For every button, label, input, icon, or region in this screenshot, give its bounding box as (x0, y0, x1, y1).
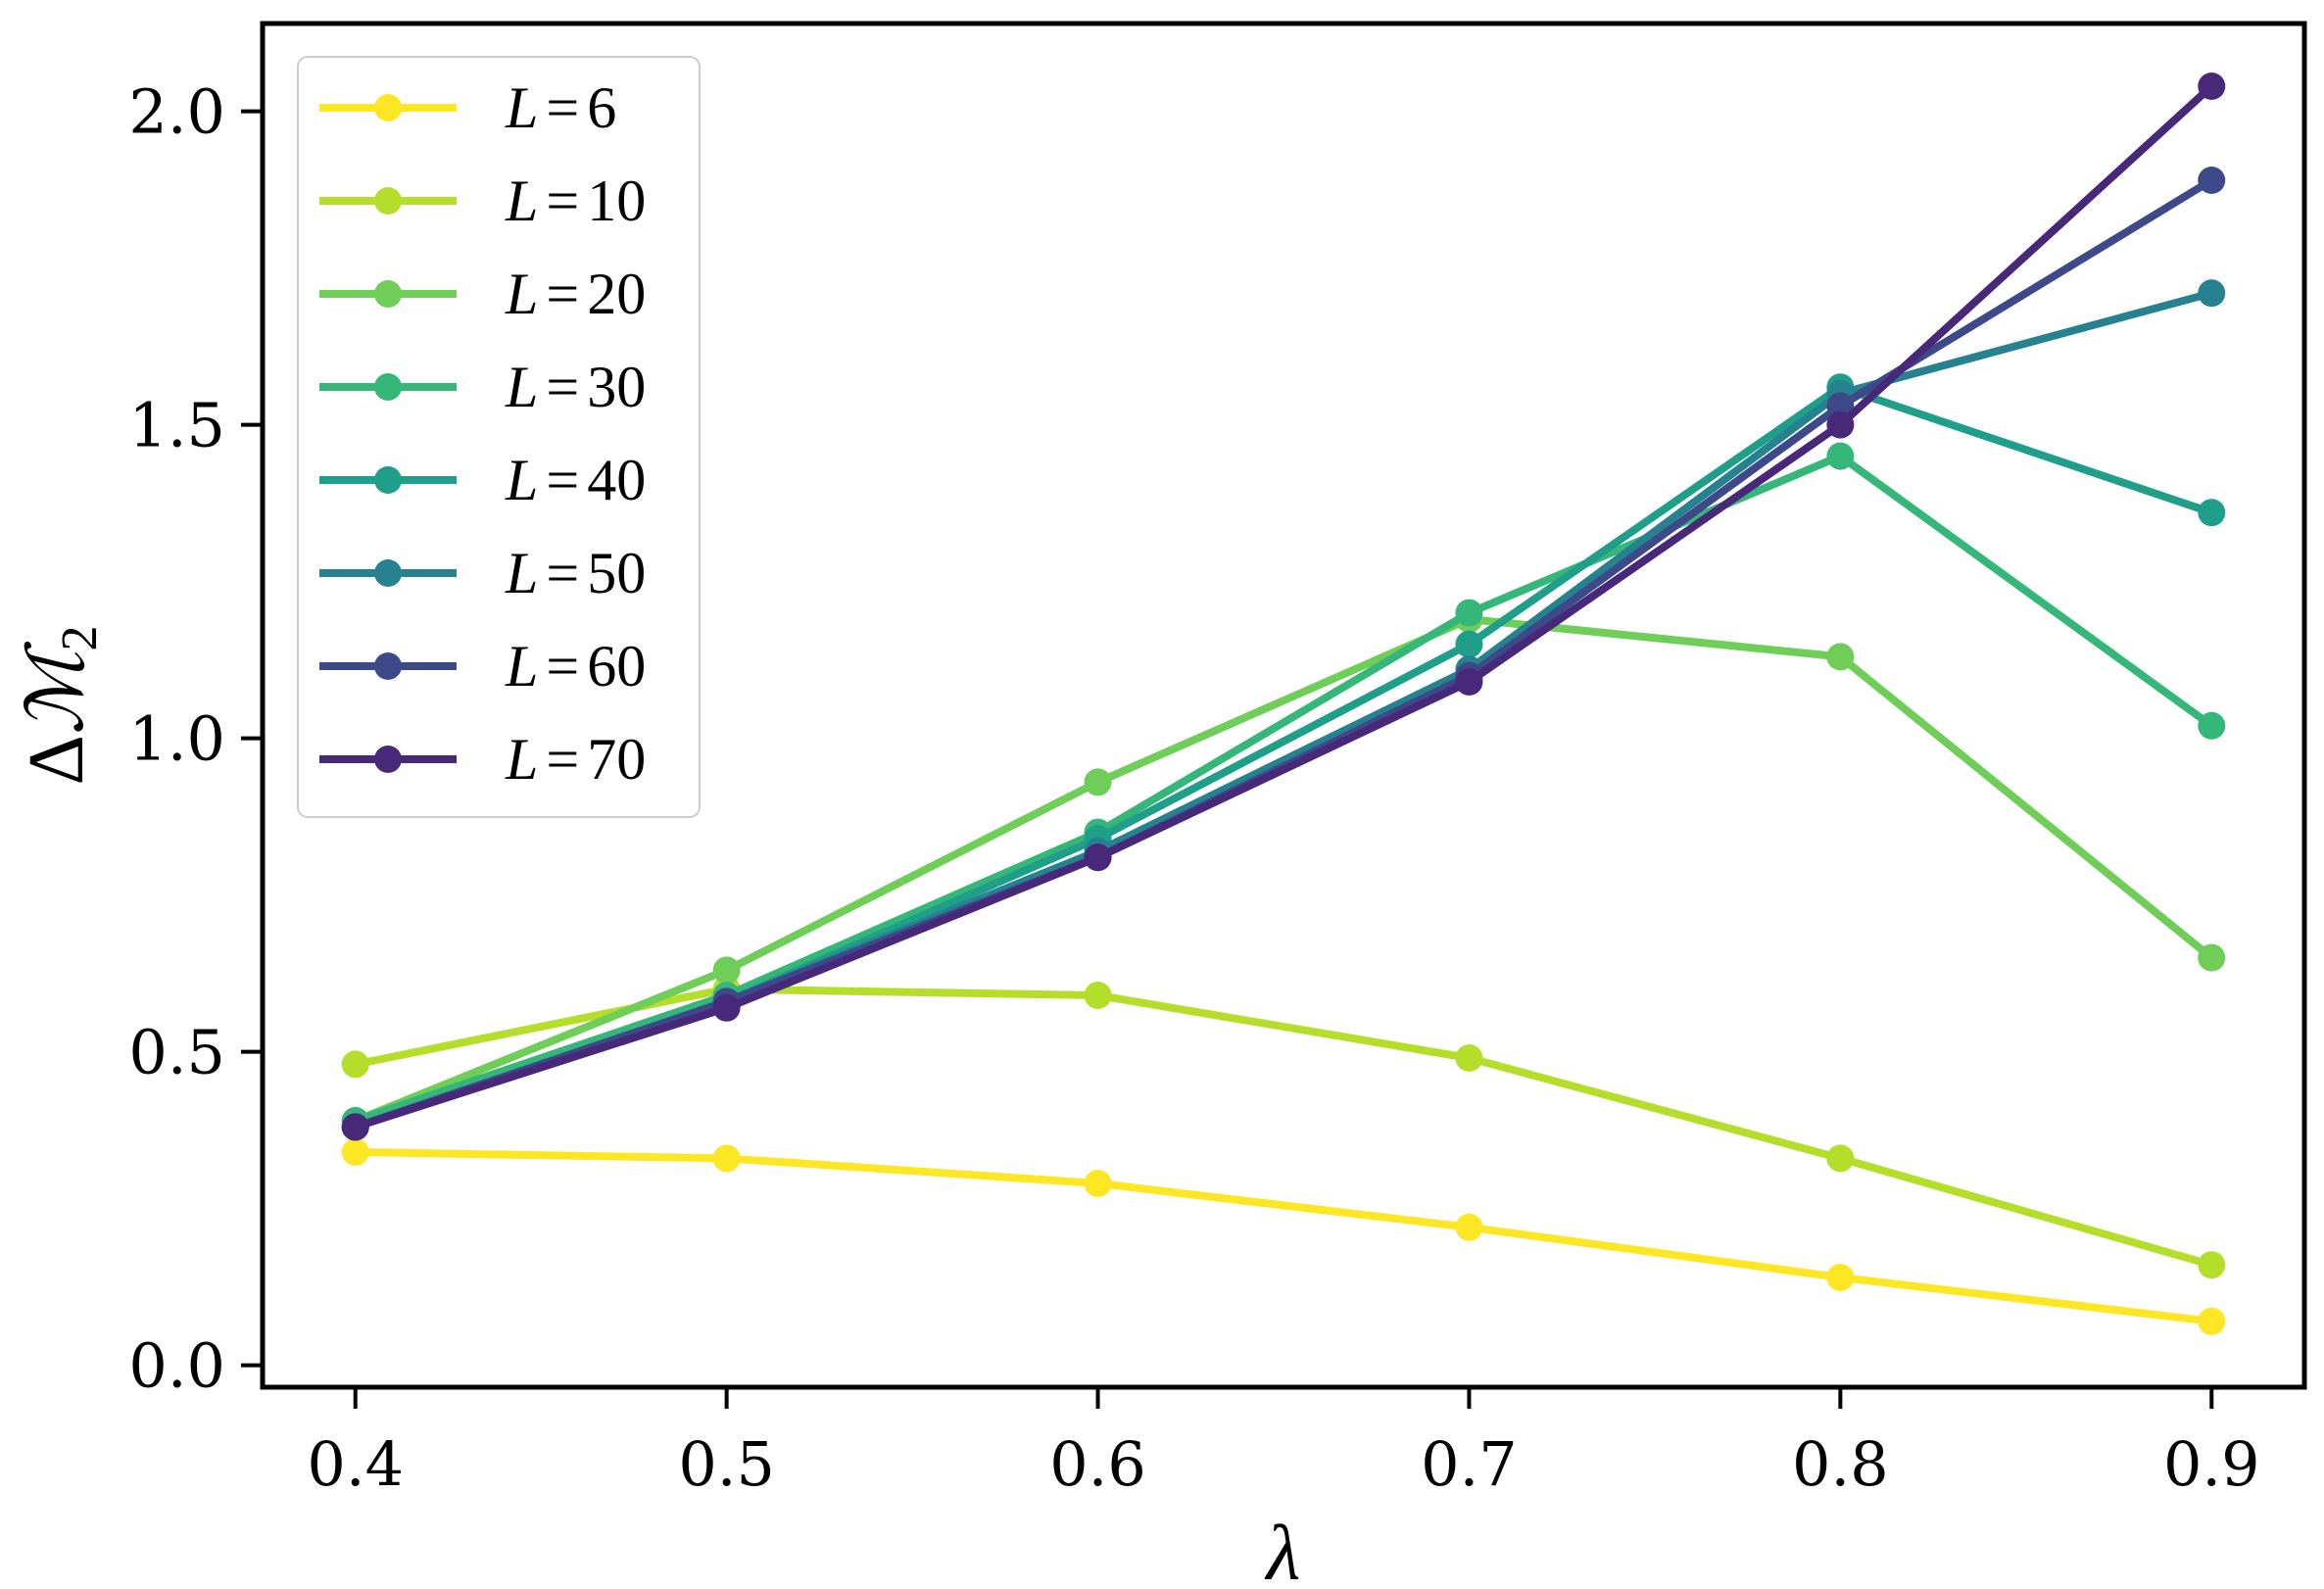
series-L-6 (341, 1138, 2226, 1335)
series-L-70 (341, 72, 2226, 1141)
legend-marker (374, 466, 402, 494)
y-tick-label: 0.5 (128, 1017, 225, 1088)
y-axis-label: Δℳ2 (14, 626, 108, 786)
series-line (351, 615, 2216, 1125)
x-tick-label: 0.6 (1049, 1428, 1146, 1500)
x-axis: 0.4 0.5 0.6 0.7 0.8 0.9 (307, 1387, 2260, 1500)
legend-entry-L-20: L = 20 (319, 262, 646, 326)
legend-entry-L-6: L = 6 (319, 75, 616, 140)
data-point (2198, 1251, 2226, 1279)
data-point (2198, 499, 2226, 527)
legend-label: L = 30 (505, 355, 646, 419)
y-axis-label-delta: Δ (14, 735, 100, 785)
legend-entry-L-70: L = 70 (319, 727, 646, 792)
legend-marker (374, 94, 402, 121)
data-point (1084, 1170, 1112, 1197)
legend-entry-L-10: L = 10 (319, 169, 646, 233)
legend-marker (374, 746, 402, 773)
x-tick-label: 0.8 (1792, 1428, 1889, 1500)
legend-entry-L-50: L = 50 (319, 541, 646, 605)
y-axis-label-subscript: 2 (52, 626, 108, 651)
data-point (2198, 943, 2226, 972)
series-line (351, 985, 2216, 1270)
data-point (341, 1113, 369, 1141)
data-point (1455, 1044, 1483, 1072)
data-point (1826, 1264, 1855, 1291)
legend: L = 6 L = 10 L = 20 L = 30 L = 40 L = 50 L = 60 L = 70 (297, 56, 701, 818)
legend-label: L = 6 (505, 75, 616, 140)
y-axis: 0.0 0.5 1.0 1.5 2.0 (128, 76, 263, 1402)
data-point (2198, 72, 2226, 100)
series-layer (341, 72, 2226, 1335)
legend-label: L = 20 (505, 262, 646, 326)
y-tick-label: 0.0 (128, 1330, 225, 1402)
data-point (1826, 1144, 1855, 1173)
x-tick-label: 0.5 (678, 1428, 775, 1500)
data-point (2198, 167, 2226, 194)
legend-label: L = 50 (505, 541, 646, 605)
legend-marker (374, 280, 402, 308)
data-point (1455, 630, 1483, 658)
x-tick-label: 0.7 (1421, 1428, 1518, 1500)
x-axis-label: λ (1265, 1511, 1301, 1589)
data-point (1826, 442, 1855, 470)
plot-frame (260, 21, 2307, 1390)
data-point (1455, 1213, 1483, 1241)
x-tick-label: 0.9 (2163, 1428, 2260, 1500)
legend-label: L = 10 (505, 169, 646, 233)
series-line (351, 1148, 2216, 1325)
legend-entry-L-40: L = 40 (319, 448, 646, 512)
svg-text:Δℳ2: Δℳ2 (14, 626, 108, 786)
data-point (2198, 1307, 2226, 1335)
legend-marker (374, 187, 402, 215)
legend-marker (374, 559, 402, 587)
data-point (2198, 711, 2226, 740)
legend-label: L = 60 (505, 634, 646, 698)
data-point (341, 1050, 369, 1079)
legend-entry-L-60: L = 60 (319, 634, 646, 698)
x-tick-label: 0.4 (307, 1428, 404, 1500)
data-point (712, 1144, 741, 1173)
data-point (1826, 410, 1855, 439)
data-point (2198, 279, 2226, 308)
legend-label: L = 70 (505, 727, 646, 792)
legend-marker (374, 373, 402, 401)
y-tick-label: 1.0 (128, 703, 225, 775)
series-line (351, 452, 2216, 1125)
y-tick-label: 1.5 (128, 390, 225, 461)
data-point (712, 993, 741, 1022)
legend-marker (374, 652, 402, 680)
data-point (1084, 843, 1112, 872)
y-tick-label: 2.0 (128, 76, 225, 148)
legend-box (297, 56, 701, 818)
y-axis-label-symbol: ℳ (14, 641, 100, 735)
data-point (1826, 643, 1855, 671)
data-point (1455, 668, 1483, 696)
data-point (1455, 599, 1483, 627)
data-point (1084, 982, 1112, 1009)
data-point (1826, 392, 1855, 420)
series-line (351, 82, 2216, 1132)
legend-entry-L-30: L = 30 (319, 355, 646, 419)
legend-label: L = 40 (505, 448, 646, 512)
data-point (1084, 768, 1112, 796)
data-point (341, 1138, 369, 1166)
data-point (712, 956, 741, 985)
